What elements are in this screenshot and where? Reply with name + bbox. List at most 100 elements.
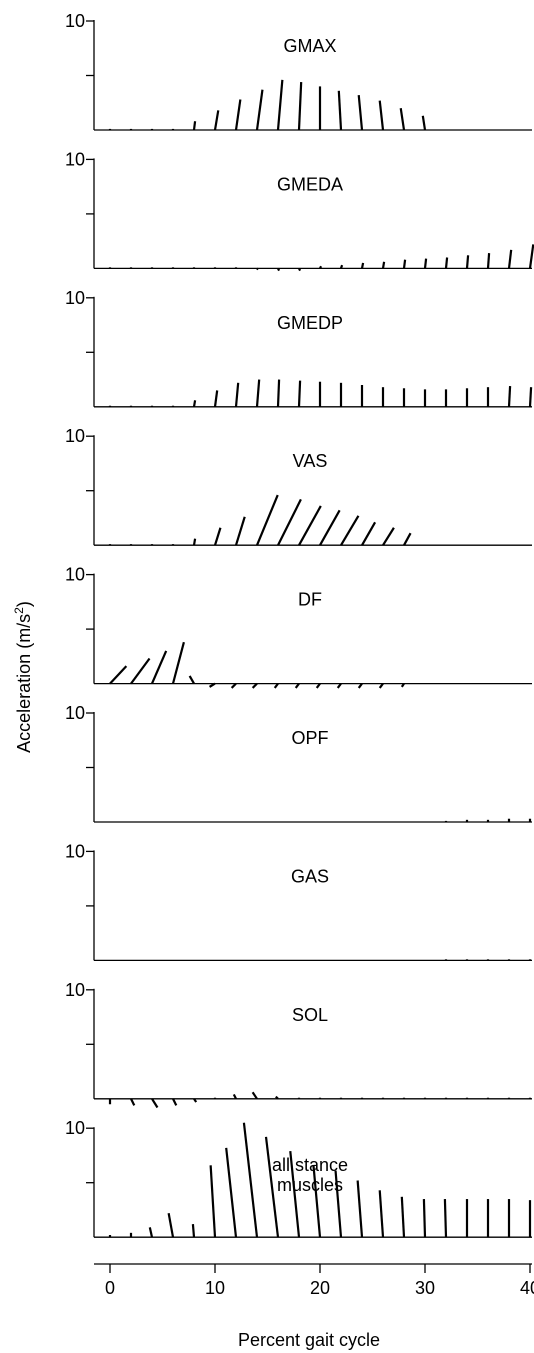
acceleration-vector xyxy=(421,115,427,131)
acceleration-vector xyxy=(399,108,406,131)
y-axis-label-close: ) xyxy=(14,601,34,607)
acceleration-vector xyxy=(171,641,185,684)
panel-vas: 10 VAS xyxy=(65,426,532,546)
acceleration-vector xyxy=(234,99,242,131)
acceleration-vector xyxy=(242,1122,259,1238)
acceleration-vector xyxy=(255,89,264,131)
acceleration-vector xyxy=(130,1098,136,1106)
x-tick-label: 20 xyxy=(310,1278,330,1298)
acceleration-vector xyxy=(507,249,513,269)
panel-title: GMAX xyxy=(283,36,336,56)
panel-title: VAS xyxy=(293,451,328,471)
x-axis: 0102030405060 xyxy=(94,1263,534,1298)
x-tick-label: 0 xyxy=(105,1278,115,1298)
acceleration-vector xyxy=(234,516,246,546)
acceleration-vector xyxy=(167,1213,175,1238)
panel-gas: 10 GAS xyxy=(65,841,532,962)
acceleration-vector xyxy=(294,682,300,689)
acceleration-vector xyxy=(312,1165,322,1238)
acceleration-vector xyxy=(277,498,302,546)
y-tick-label-10: 10 xyxy=(65,841,85,861)
acceleration-vector xyxy=(208,682,216,688)
panel-title: OPF xyxy=(291,728,328,748)
acceleration-vector xyxy=(192,400,197,407)
panel-title: GMEDP xyxy=(277,313,343,333)
acceleration-vector xyxy=(172,1098,178,1106)
acceleration-vector xyxy=(319,265,323,269)
acceleration-vector xyxy=(298,505,322,546)
acceleration-vector xyxy=(192,121,197,131)
acceleration-vector xyxy=(486,253,491,269)
acceleration-vector xyxy=(150,650,168,685)
x-tick-label: 30 xyxy=(415,1278,435,1298)
panel-title: GMEDA xyxy=(277,174,343,194)
panel-gmeda: 10 GMEDA xyxy=(65,149,534,272)
y-axis-label-superscript: 2 xyxy=(12,607,26,614)
acceleration-vector xyxy=(297,380,302,407)
acceleration-vector xyxy=(400,682,405,688)
acceleration-vector xyxy=(356,1180,364,1238)
x-axis-label: Percent gait cycle xyxy=(238,1330,380,1350)
panel-gmax: 10 GMAX xyxy=(65,11,532,131)
acceleration-vector xyxy=(444,257,449,269)
acceleration-vector xyxy=(339,264,344,269)
acceleration-vector xyxy=(443,1199,448,1238)
acceleration-vector xyxy=(225,1147,238,1238)
acceleration-vector xyxy=(230,682,237,689)
acceleration-vector xyxy=(402,259,407,269)
y-axis-label: Acceleration (m/s2) xyxy=(12,601,34,753)
acceleration-vector xyxy=(382,527,395,546)
panel-opf: 10 OPF xyxy=(65,703,532,823)
acceleration-vector xyxy=(277,267,281,272)
y-tick-label-10: 10 xyxy=(65,426,85,446)
acceleration-vector xyxy=(378,1190,385,1238)
acceleration-vector xyxy=(130,657,151,685)
acceleration-vector xyxy=(275,1095,279,1100)
acceleration-vector xyxy=(276,379,281,407)
panel-gmedp: 10 GMEDP xyxy=(65,288,533,408)
acceleration-vector xyxy=(315,682,321,689)
acceleration-vector xyxy=(273,682,279,689)
acceleration-vector xyxy=(234,382,240,407)
acceleration-vector xyxy=(256,267,259,271)
acceleration-vector xyxy=(255,494,279,546)
acceleration-vector xyxy=(289,1150,301,1238)
acceleration-vector xyxy=(298,267,302,272)
acceleration-vector xyxy=(528,244,534,269)
acceleration-vector xyxy=(255,379,261,407)
acceleration-vector xyxy=(193,1098,198,1103)
acceleration-vector xyxy=(465,255,470,269)
acceleration-vector xyxy=(251,682,258,689)
acceleration-vector xyxy=(151,1098,159,1109)
acceleration-vector xyxy=(148,1227,154,1238)
acceleration-vector xyxy=(357,682,363,689)
acceleration-vector xyxy=(378,100,385,131)
acceleration-vector xyxy=(400,1196,406,1238)
acceleration-vector xyxy=(334,1170,343,1238)
acceleration-vector xyxy=(336,682,342,689)
panels-group: 10GMAX10GMEDA10GMEDP10VAS10DF10OPF10GAS1… xyxy=(65,11,534,1238)
acceleration-vector xyxy=(232,1093,237,1100)
panel-title: muscles xyxy=(277,1175,343,1195)
acceleration-vector xyxy=(109,665,128,685)
acceleration-vector xyxy=(528,387,533,407)
acceleration-vector xyxy=(213,527,222,546)
acceleration-vector xyxy=(361,521,377,546)
y-tick-label-10: 10 xyxy=(65,980,85,1000)
y-tick-label-10: 10 xyxy=(65,288,85,308)
acceleration-vector xyxy=(213,390,219,407)
y-tick-label-10: 10 xyxy=(65,1118,85,1138)
panel-df: 10 DF xyxy=(65,565,532,689)
y-tick-label-10: 10 xyxy=(65,565,85,585)
x-tick-label: 40 xyxy=(520,1278,534,1298)
acceleration-vector xyxy=(423,258,428,269)
panel-title: GAS xyxy=(291,866,329,886)
y-axis-label-main: Acceleration (m/s xyxy=(14,614,34,753)
acceleration-vector xyxy=(264,1136,280,1238)
panel-title: DF xyxy=(298,590,322,610)
acceleration-vector xyxy=(297,81,303,131)
panel-sol: 10 SOL xyxy=(65,980,532,1109)
acceleration-vector xyxy=(357,95,364,131)
